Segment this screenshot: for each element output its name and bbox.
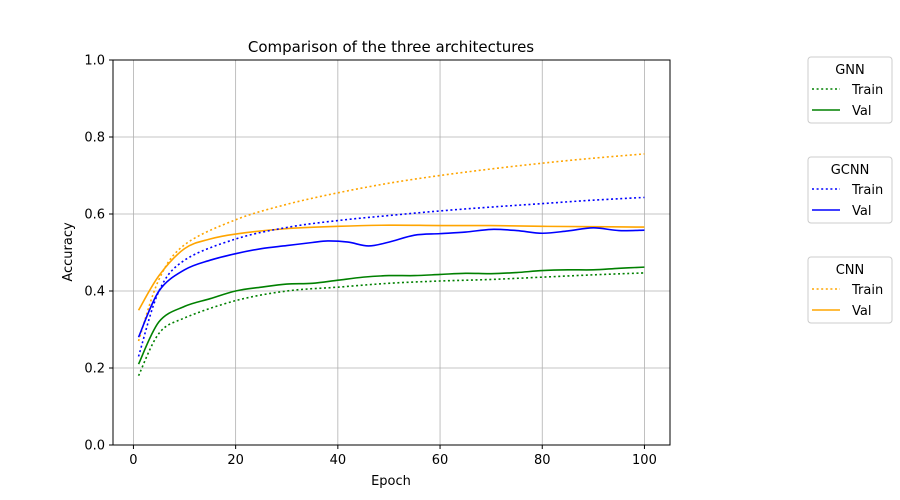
legend-title: GCNN	[831, 163, 870, 178]
x-tick-label: 60	[432, 453, 449, 468]
legend-label-train: Train	[851, 183, 883, 198]
x-tick-label: 0	[129, 453, 137, 468]
series-layer	[137, 153, 645, 377]
legend-label-train: Train	[851, 83, 883, 98]
y-tick-label: 1.0	[84, 54, 105, 69]
legend-label-train: Train	[851, 283, 883, 298]
x-tick-label: 40	[330, 453, 347, 468]
series-gnn-train-line	[137, 272, 645, 377]
y-tick-label: 0.4	[84, 285, 105, 300]
series-gcnn-val-line	[137, 227, 645, 338]
x-axis-title: Epoch	[371, 474, 411, 489]
chart-title: Comparison of the three architectures	[248, 38, 534, 56]
series-cnn-val-line	[137, 224, 645, 311]
legend-layer: GNN Train Val GCNN Train Val CNN Train Val	[807, 56, 893, 324]
x-tick-label: 80	[534, 453, 551, 468]
legend-label-val: Val	[852, 304, 871, 319]
x-tick-label: 20	[227, 453, 244, 468]
legend-box	[807, 56, 893, 124]
legend-cnn: CNN Train Val	[807, 256, 893, 324]
y-axis-title: Accuracy	[61, 222, 76, 282]
legend-label-val: Val	[852, 204, 871, 219]
legend-title: GNN	[835, 63, 865, 78]
legend-label-val: Val	[852, 104, 871, 119]
x-tick-label: 100	[632, 453, 657, 468]
y-tick-label: 0.6	[84, 208, 105, 223]
plot-frame	[112, 59, 671, 446]
y-tick-label: 0.2	[84, 362, 105, 377]
y-tick-label: 0.8	[84, 131, 105, 146]
legend-box	[807, 256, 893, 324]
series-gnn-val-line	[137, 266, 645, 365]
legend-gcnn: GCNN Train Val	[807, 156, 893, 224]
series-cnn-train-line	[137, 153, 645, 342]
legend-gnn: GNN Train Val	[807, 56, 893, 124]
grid-layer	[113, 59, 670, 446]
tick-layer: 0 20 40 60 80 100 0.0 0.2 0.4 0.6 0.8 1.0	[84, 54, 657, 469]
series-gcnn-train-line	[137, 196, 645, 357]
legend-title: CNN	[836, 263, 865, 278]
legend-box	[807, 156, 893, 224]
y-tick-label: 0.0	[84, 439, 105, 454]
